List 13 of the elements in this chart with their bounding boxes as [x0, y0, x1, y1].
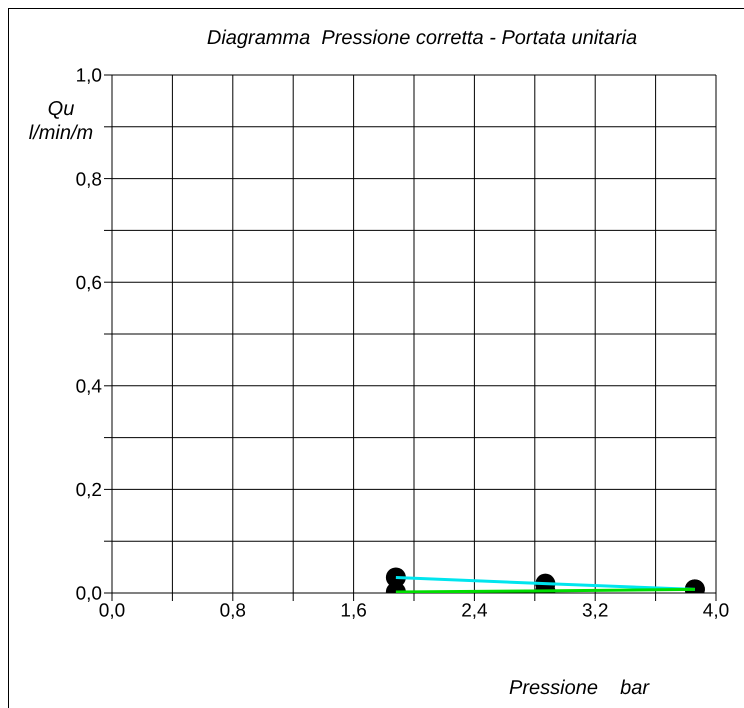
y-tick-label: 0,2 — [76, 480, 102, 502]
y-tick-label: 1,0 — [76, 66, 102, 87]
x-tick-label: 1,6 — [340, 600, 367, 622]
chart-title: Diagramma Pressione corretta - Portata unitaria — [206, 27, 638, 50]
y-tick-label: 0,4 — [76, 376, 102, 398]
x-tick-label: 3,2 — [582, 600, 608, 622]
y-axis-title: Qu l/min/m — [28, 97, 94, 145]
x-tick-label: 4,0 — [702, 600, 730, 622]
x-tick-label: 2,4 — [461, 600, 488, 622]
y-tick-label: 0,8 — [76, 169, 102, 190]
x-axis-title: Pressione bar — [509, 677, 650, 700]
y-tick-label: 0,6 — [76, 272, 102, 294]
x-tick-label: 0,8 — [220, 600, 246, 622]
